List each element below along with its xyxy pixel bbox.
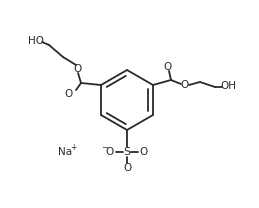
Text: O: O [106,147,114,157]
Text: O: O [140,147,148,157]
Text: HO: HO [28,36,44,46]
Text: −: − [102,144,109,152]
Text: +: + [70,142,76,151]
Text: O: O [123,163,131,173]
Text: O: O [65,89,73,99]
Text: O: O [164,62,172,72]
Text: Na: Na [58,147,72,157]
Text: S: S [124,147,131,157]
Text: OH: OH [220,81,236,91]
Text: O: O [73,64,81,74]
Text: O: O [181,80,189,90]
